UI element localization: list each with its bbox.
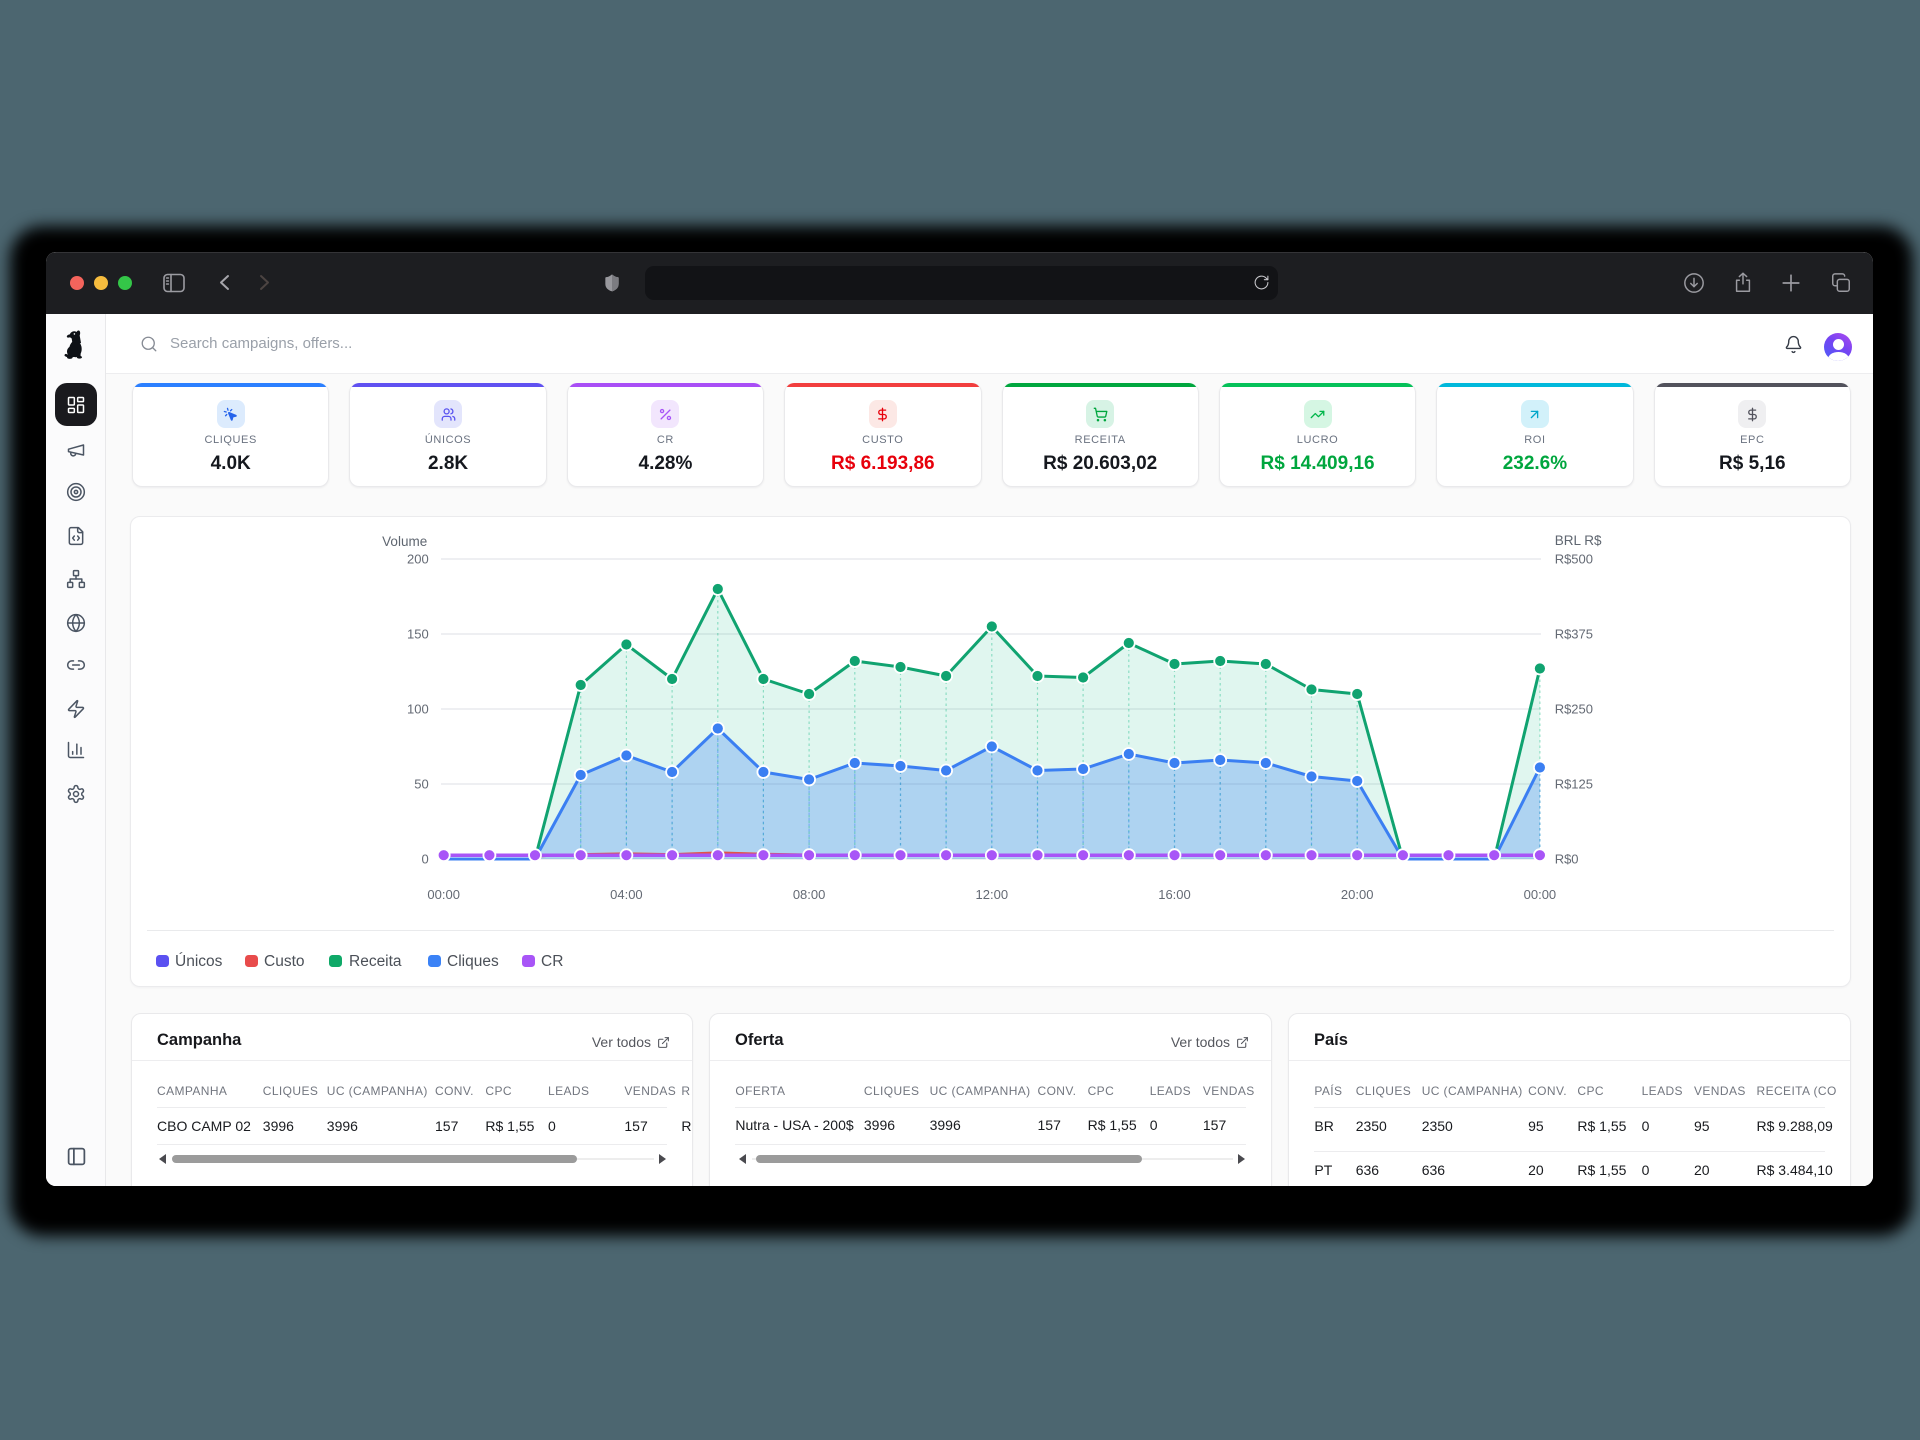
svg-text:20:00: 20:00 — [1341, 887, 1374, 902]
svg-text:R$250: R$250 — [1555, 702, 1593, 717]
svg-text:00:00: 00:00 — [1524, 887, 1557, 902]
svg-text:00:00: 00:00 — [427, 887, 460, 902]
svg-text:150: 150 — [407, 627, 429, 642]
svg-text:04:00: 04:00 — [610, 887, 643, 902]
svg-text:08:00: 08:00 — [793, 887, 826, 902]
svg-text:200: 200 — [407, 552, 429, 567]
svg-text:R$375: R$375 — [1555, 627, 1593, 642]
svg-text:BRL R$: BRL R$ — [1555, 533, 1602, 548]
svg-text:R$0: R$0 — [1555, 852, 1579, 867]
svg-text:R$125: R$125 — [1555, 777, 1593, 792]
svg-text:12:00: 12:00 — [976, 887, 1009, 902]
svg-text:Volume: Volume — [382, 534, 427, 549]
svg-text:50: 50 — [414, 777, 428, 792]
svg-text:0: 0 — [421, 852, 428, 867]
svg-text:16:00: 16:00 — [1158, 887, 1191, 902]
svg-text:R$500: R$500 — [1555, 552, 1593, 567]
svg-text:100: 100 — [407, 702, 429, 717]
